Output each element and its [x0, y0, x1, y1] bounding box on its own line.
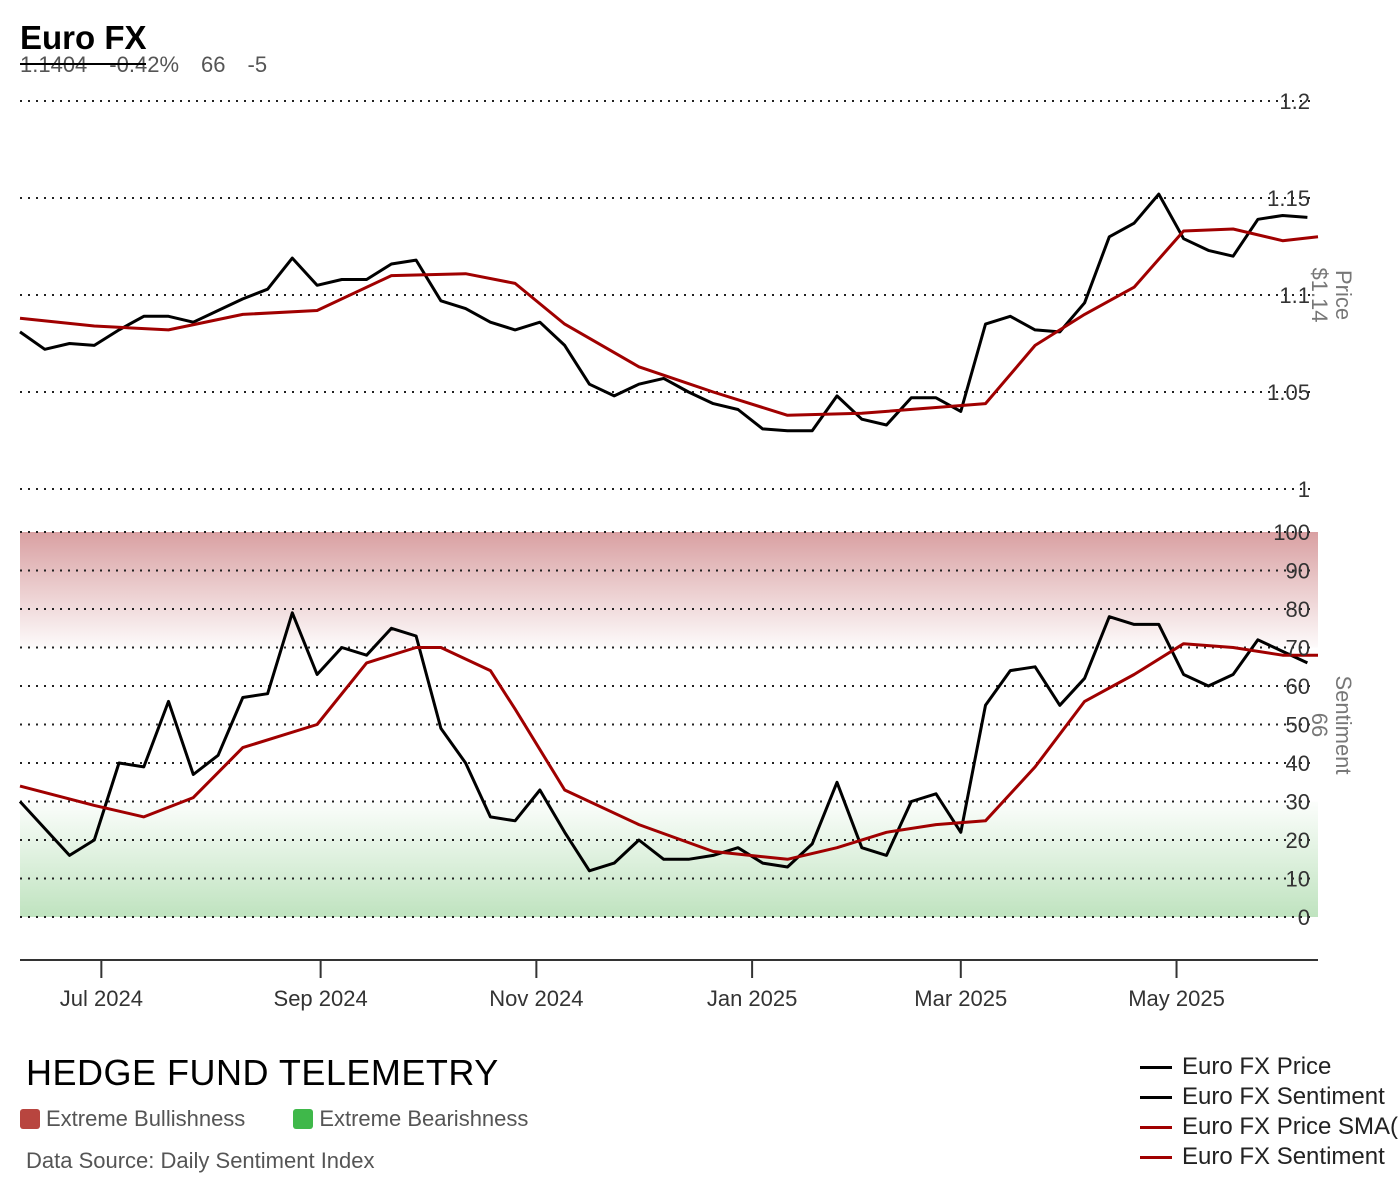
price-tick-label: 1.15 — [1267, 186, 1310, 211]
legend-label-sentiment: Euro FX Sentiment — [1182, 1083, 1385, 1110]
sentiment-tick-label: 50 — [1286, 713, 1310, 738]
sentiment-axis-label: Sentiment66 — [1307, 675, 1356, 774]
sentiment-tick-label: 70 — [1286, 636, 1310, 661]
sentiment-tick-label: 0 — [1298, 905, 1310, 930]
data-source: Data Source: Daily Sentiment Index — [26, 1148, 375, 1173]
sentiment-change: -5 — [247, 52, 268, 77]
header-stats: 1.1404 -0.42% 66 -5 — [20, 52, 289, 78]
tick-labels: 1 1.05 1.1 1.15 1.2 Price$1.14 0 10 20 30 40 50 60 70… — [1267, 89, 1356, 930]
price-tick-label: 1.05 — [1267, 380, 1310, 405]
header-strike-line — [20, 63, 146, 65]
x-tick-label: Sep 2024 — [274, 986, 368, 1011]
sentiment-tick-label: 90 — [1286, 559, 1310, 584]
price-line — [19, 192, 1308, 433]
zone-legend-bullish: Extreme Bullishness — [20, 1106, 245, 1132]
bearish-swatch — [293, 1109, 314, 1129]
price-tick-label: 1.2 — [1279, 89, 1310, 114]
price-tick-label: 1 — [1298, 477, 1310, 502]
x-tick-label: Jul 2024 — [60, 986, 143, 1011]
current-sentiment: 66 — [201, 52, 226, 77]
sentiment-tick-label: 10 — [1286, 867, 1310, 892]
x-tick-label: Mar 2025 — [914, 986, 1007, 1011]
x-tick-label: May 2025 — [1128, 986, 1225, 1011]
x-tick-label: Nov 2024 — [489, 986, 583, 1011]
gridlines — [20, 100, 1310, 918]
sentiment-sma-line — [19, 642, 1318, 861]
bullish-label: Extreme Bullishness — [46, 1106, 246, 1131]
x-tick-label: Jan 2025 — [707, 986, 798, 1011]
sentiment-tick-label: 60 — [1286, 674, 1310, 699]
price-tick-label: 1.1 — [1279, 283, 1310, 308]
zone-legend: Extreme Bullishness Extreme Bearishness — [20, 1106, 528, 1132]
price-sma-line — [19, 227, 1319, 417]
legend-line-sentiment-sma — [1140, 1155, 1172, 1159]
legend-item-price[interactable]: Euro FX Price — [1140, 1052, 1400, 1082]
zone-legend-bearish: Extreme Bearishness — [293, 1106, 528, 1132]
series-legend: Euro FX Price Euro FX Sentiment Euro FX … — [1140, 1052, 1400, 1172]
series-lines — [18, 192, 1319, 873]
sentiment-line — [18, 611, 1309, 873]
price-axis-label: Price$1.14 — [1307, 267, 1356, 322]
chart-header: Euro FX 1.1404 -0.42% 66 -5 — [20, 18, 289, 78]
legend-line-sentiment — [1140, 1095, 1172, 1099]
legend-line-price — [1140, 1065, 1172, 1069]
legend-label-sentiment-sma: Euro FX Sentiment — [1182, 1143, 1385, 1170]
legend-label-price-sma: Euro FX Price SMA( — [1182, 1113, 1399, 1140]
legend-item-price-sma[interactable]: Euro FX Price SMA( — [1140, 1112, 1400, 1142]
bullish-swatch — [20, 1109, 40, 1129]
sentiment-bands — [20, 532, 1318, 917]
legend-item-sentiment[interactable]: Euro FX Sentiment — [1140, 1082, 1400, 1112]
sentiment-tick-label: 100 — [1273, 520, 1310, 545]
sentiment-tick-label: 40 — [1286, 751, 1310, 776]
brand-name: HEDGE FUND TELEMETRY — [26, 1052, 499, 1093]
legend-line-price-sma — [1140, 1125, 1172, 1129]
sentiment-tick-label: 20 — [1286, 828, 1310, 853]
bearish-label: Extreme Bearishness — [319, 1106, 529, 1131]
band-extreme-bullishness — [20, 532, 1318, 648]
legend-label-price: Euro FX Price — [1182, 1053, 1332, 1080]
chart-title: Euro FX — [20, 19, 147, 56]
legend-item-sentiment-sma[interactable]: Euro FX Sentiment — [1140, 1142, 1400, 1172]
sentiment-tick-label: 80 — [1286, 597, 1310, 622]
x-axis: Jul 2024 Sep 2024 Nov 2024 Jan 2025 Mar 2025… — [20, 959, 1318, 1011]
sentiment-tick-label: 30 — [1286, 790, 1310, 815]
